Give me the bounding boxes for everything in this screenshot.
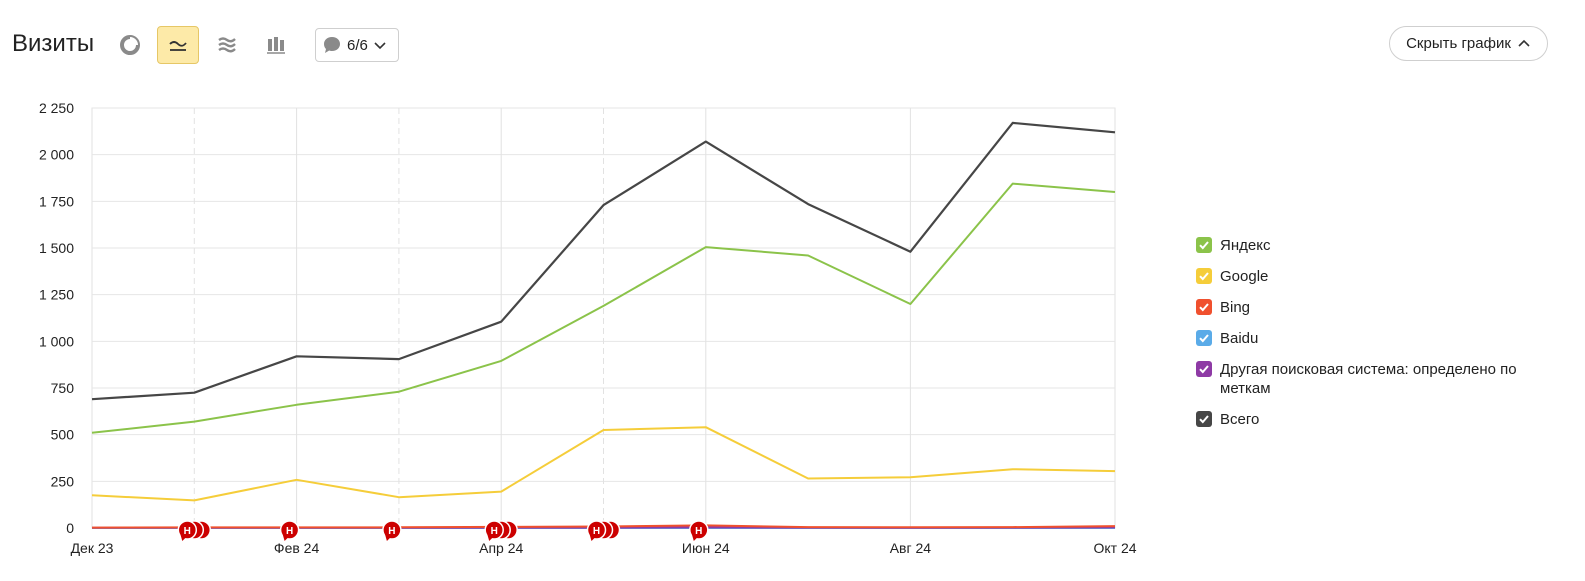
legend-label: Другая поисковая система: определено по … [1220, 361, 1517, 397]
x-tick-label: Окт 24 [1093, 540, 1136, 556]
pie-chart-button[interactable] [109, 26, 151, 64]
y-tick-label: 1 250 [39, 287, 74, 303]
note-tail [487, 534, 494, 541]
y-tick-label: 250 [51, 473, 75, 489]
notes-filter-button[interactable]: 6/6 [315, 28, 399, 62]
note-bubble [586, 520, 607, 540]
note-tail [384, 534, 391, 541]
x-tick-label: Июн 24 [682, 540, 730, 556]
legend-item-total[interactable]: Всего [1196, 410, 1556, 429]
y-tick-label: 750 [51, 380, 75, 396]
checkbox-checked-icon[interactable] [1196, 361, 1212, 377]
bar-chart-button[interactable] [255, 26, 297, 64]
notes-count-label: 6/6 [347, 36, 368, 54]
checkbox-checked-icon[interactable] [1196, 237, 1212, 253]
line-chart-icon [169, 41, 187, 51]
legend-item-bing[interactable]: Bing [1196, 298, 1556, 317]
legend-label: Baidu [1220, 330, 1259, 347]
note-marker[interactable]: Н [279, 520, 300, 541]
note-marker[interactable]: Н [382, 520, 402, 541]
hide-chart-label: Скрыть график [1406, 35, 1511, 52]
x-tick-label: Фев 24 [274, 540, 320, 556]
page-title: Визиты [12, 30, 95, 57]
series-line-total [91, 121, 1116, 401]
comment-icon [324, 37, 340, 53]
y-tick-label: 1 000 [39, 333, 74, 349]
series-line-yandex [91, 182, 1116, 434]
y-tick-label: 0 [66, 520, 74, 536]
checkbox-checked-icon[interactable] [1196, 330, 1212, 346]
series-line-google [91, 426, 1116, 502]
legend-item-google[interactable]: Google [1196, 267, 1556, 286]
note-bubble [279, 520, 300, 540]
chevron-down-icon [374, 42, 386, 50]
pie-chart-icon [120, 35, 140, 55]
legend-label: Bing [1220, 299, 1251, 316]
note-marker[interactable]: Н [586, 520, 621, 541]
note-tail [589, 534, 596, 541]
chart-toolbar: Визиты 6/6 [0, 0, 1585, 90]
note-label: Н [184, 526, 191, 537]
legend-label: Всего [1220, 411, 1260, 428]
y-tick-label: 1 750 [39, 193, 74, 209]
legend-item-baidu[interactable]: Baidu [1196, 329, 1556, 348]
area-chart-button[interactable] [206, 26, 248, 64]
x-tick-label: Авг 24 [890, 540, 932, 556]
chevron-up-icon [1518, 39, 1530, 47]
bar-chart-icon [267, 37, 285, 54]
y-tick-label: 2 000 [39, 147, 74, 163]
line-chart: 0 250 500 750 1 000 1 250 1 500 1 750 2 000 2 250… [39, 100, 1137, 556]
y-tick-label: 500 [51, 427, 75, 443]
note-bubble [382, 520, 402, 540]
note-label: Н [695, 526, 702, 537]
legend-label: Google [1220, 268, 1269, 285]
note-marker[interactable]: Н [177, 520, 212, 541]
note-bubble [689, 520, 709, 540]
note-marker[interactable]: Н [689, 520, 709, 541]
note-label: Н [491, 526, 498, 537]
legend-item-other[interactable]: Другая поисковая система: определено по … [1196, 360, 1556, 398]
hide-chart-button[interactable]: Скрыть график [1389, 26, 1548, 61]
note-tail [282, 534, 289, 541]
x-tick-label: Дек 23 [71, 540, 114, 556]
area-chart-icon [218, 37, 236, 53]
note-marker[interactable]: Н [484, 520, 518, 541]
checkbox-checked-icon[interactable] [1196, 299, 1212, 315]
y-tick-label: 1 500 [39, 240, 74, 256]
note-tail [691, 534, 698, 541]
note-label: Н [388, 526, 395, 537]
checkbox-checked-icon[interactable] [1196, 411, 1212, 427]
note-label: Н [593, 526, 600, 537]
note-bubble [177, 520, 198, 540]
x-tick-label: Апр 24 [479, 540, 523, 556]
note-label: Н [286, 526, 293, 537]
note-bubble [484, 520, 504, 540]
chart-legend: Яндекс Google Bing Baidu Другая поисковая си… [1196, 236, 1556, 441]
legend-item-yandex[interactable]: Яндекс [1196, 236, 1556, 255]
legend-label: Яндекс [1220, 237, 1271, 254]
y-tick-label: 2 250 [39, 100, 74, 116]
line-chart-button[interactable] [157, 26, 199, 64]
note-tail [180, 534, 187, 541]
checkbox-checked-icon[interactable] [1196, 268, 1212, 284]
